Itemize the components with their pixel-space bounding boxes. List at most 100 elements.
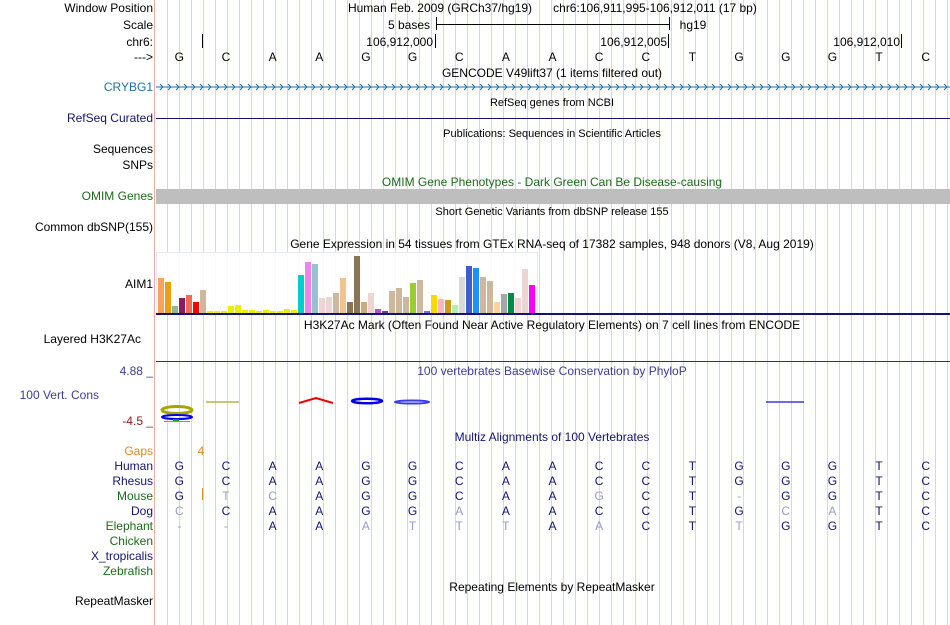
- species-label-zebrafish[interactable]: Zebrafish: [102, 564, 153, 578]
- publications-label-line2[interactable]: SNPs: [122, 158, 153, 172]
- gtex-tissue-bar[interactable]: [326, 296, 332, 314]
- phylop-track-title[interactable]: 100 vertebrates Basewise Conservation by…: [417, 364, 687, 378]
- aligned-base: A: [548, 504, 557, 518]
- gtex-bar-chart[interactable]: [156, 252, 538, 315]
- phylop-label[interactable]: 100 Vert. Cons: [19, 388, 99, 402]
- refseq-label[interactable]: RefSeq Curated: [66, 111, 153, 125]
- repeatmasker-label[interactable]: RepeatMasker: [74, 594, 153, 608]
- chrom-label: chr6:: [126, 35, 153, 49]
- species-label-chicken[interactable]: Chicken: [109, 534, 153, 548]
- gtex-tissue-bar[interactable]: [186, 295, 192, 314]
- gtex-tissue-bar[interactable]: [529, 285, 535, 314]
- aligned-base: T: [735, 519, 743, 533]
- species-label-mouse[interactable]: Mouse: [116, 489, 153, 503]
- gtex-tissue-bar[interactable]: [403, 296, 409, 314]
- aligned-base: T: [875, 474, 883, 488]
- gtex-tissue-bar[interactable]: [298, 274, 304, 314]
- gtex-tissue-bar[interactable]: [193, 302, 199, 314]
- gtex-tissue-bar[interactable]: [158, 278, 164, 314]
- strand-arrow: [279, 83, 284, 91]
- gtex-tissue-bar[interactable]: [242, 309, 248, 314]
- logo-letter-g: [161, 414, 193, 420]
- gtex-tissue-bar[interactable]: [452, 305, 458, 314]
- gtex-tissue-bar[interactable]: [172, 305, 178, 314]
- aligned-base: A: [315, 504, 324, 518]
- publications-track-title[interactable]: Publications: Sequences in Scientific Ar…: [443, 128, 661, 140]
- gtex-tissue-bar[interactable]: [431, 294, 437, 314]
- gtex-tissue-bar[interactable]: [424, 310, 430, 314]
- gtex-tissue-bar[interactable]: [459, 277, 465, 314]
- db-text: hg19: [679, 18, 707, 32]
- gtex-tissue-bar[interactable]: [515, 297, 521, 314]
- multiz-track-title[interactable]: Multiz Alignments of 100 Vertebrates: [454, 430, 650, 444]
- gtex-tissue-bar[interactable]: [277, 311, 283, 314]
- gtex-tissue-bar[interactable]: [494, 302, 500, 314]
- omim-label[interactable]: OMIM Genes: [81, 189, 153, 203]
- gtex-tissue-bar[interactable]: [291, 309, 297, 314]
- h3k27ac-track-title[interactable]: H3K27Ac Mark (Often Found Near Active Re…: [303, 318, 801, 332]
- gtex-tissue-bar[interactable]: [312, 264, 318, 314]
- gtex-tissue-bar[interactable]: [221, 311, 227, 314]
- gtex-tissue-bar[interactable]: [410, 282, 416, 314]
- gtex-tissue-bar[interactable]: [375, 309, 381, 314]
- gtex-tissue-bar[interactable]: [249, 309, 255, 314]
- species-label-elephant[interactable]: Elephant: [105, 519, 153, 533]
- gencode-gene-label[interactable]: CRYBG1: [103, 80, 153, 94]
- gtex-tissue-bar[interactable]: [361, 301, 367, 314]
- h3k27ac-label[interactable]: Layered H3K27Ac: [43, 332, 141, 346]
- gtex-tissue-bar[interactable]: [522, 268, 528, 314]
- gtex-tissue-bar[interactable]: [214, 311, 220, 314]
- gtex-tissue-bar[interactable]: [165, 282, 171, 314]
- gtex-tissue-bar[interactable]: [284, 308, 290, 314]
- omim-track-title[interactable]: OMIM Gene Phenotypes - Dark Green Can Be…: [381, 175, 723, 189]
- gtex-tissue-bar[interactable]: [473, 267, 479, 314]
- aligned-base: A: [828, 504, 837, 518]
- dbsnp-label[interactable]: Common dbSNP(155): [34, 220, 153, 234]
- refseq-track-title[interactable]: RefSeq genes from NCBI: [489, 97, 615, 109]
- gtex-tissue-bar[interactable]: [368, 292, 374, 314]
- aligned-base: G: [361, 474, 371, 488]
- publications-label-line1[interactable]: Sequences: [92, 142, 153, 156]
- gencode-track-title[interactable]: GENCODE V49lift37 (1 items filtered out): [441, 66, 663, 80]
- gaps-label[interactable]: Gaps: [124, 444, 153, 458]
- gtex-gene-label[interactable]: AIM1: [124, 277, 153, 291]
- gtex-tissue-bar[interactable]: [354, 256, 360, 314]
- omim-gene-bar[interactable]: [156, 189, 950, 204]
- gtex-tissue-bar[interactable]: [270, 311, 276, 314]
- gtex-tissue-bar[interactable]: [207, 311, 213, 314]
- gtex-tissue-bar[interactable]: [417, 280, 423, 314]
- strand-arrow: [767, 83, 772, 91]
- gtex-tissue-bar[interactable]: [382, 310, 388, 314]
- gtex-tissue-bar[interactable]: [263, 309, 269, 314]
- crybg1-gene-feature[interactable]: [156, 80, 950, 94]
- gtex-tissue-bar[interactable]: [445, 300, 451, 314]
- gtex-tissue-bar[interactable]: [389, 290, 395, 314]
- gtex-tissue-bar[interactable]: [508, 292, 514, 314]
- gtex-tissue-bar[interactable]: [466, 266, 472, 314]
- refseq-gene-feature[interactable]: [156, 118, 950, 119]
- gtex-tissue-bar[interactable]: [501, 293, 507, 314]
- gtex-tissue-bar[interactable]: [319, 298, 325, 314]
- gtex-tissue-bar[interactable]: [438, 298, 444, 314]
- gtex-tissue-bar[interactable]: [256, 311, 262, 314]
- gtex-track-title[interactable]: Gene Expression in 54 tissues from GTEx …: [290, 237, 814, 251]
- gtex-tissue-bar[interactable]: [340, 278, 346, 314]
- gtex-tissue-bar[interactable]: [228, 305, 234, 314]
- species-label-x_tropicalis[interactable]: X_tropicalis: [90, 549, 153, 563]
- gtex-tissue-bar[interactable]: [305, 261, 311, 314]
- gtex-tissue-bar[interactable]: [480, 277, 486, 314]
- gtex-tissue-bar[interactable]: [347, 301, 353, 314]
- species-label-dog[interactable]: Dog: [130, 504, 153, 518]
- dbsnp-track-title[interactable]: Short Genetic Variants from dbSNP releas…: [435, 206, 669, 218]
- gtex-tissue-bar[interactable]: [200, 289, 206, 314]
- repeatmasker-track-title[interactable]: Repeating Elements by RepeatMasker: [449, 580, 655, 594]
- gtex-tissue-bar[interactable]: [235, 304, 241, 314]
- gtex-tissue-bar[interactable]: [396, 287, 402, 314]
- gtex-tissue-bar[interactable]: [179, 298, 185, 314]
- gtex-tissue-bar[interactable]: [333, 292, 339, 314]
- species-label-human[interactable]: Human: [114, 459, 153, 473]
- gtex-tissue-bar[interactable]: [487, 280, 493, 314]
- strand-arrow: [911, 83, 916, 91]
- species-label-rhesus[interactable]: Rhesus: [112, 474, 153, 488]
